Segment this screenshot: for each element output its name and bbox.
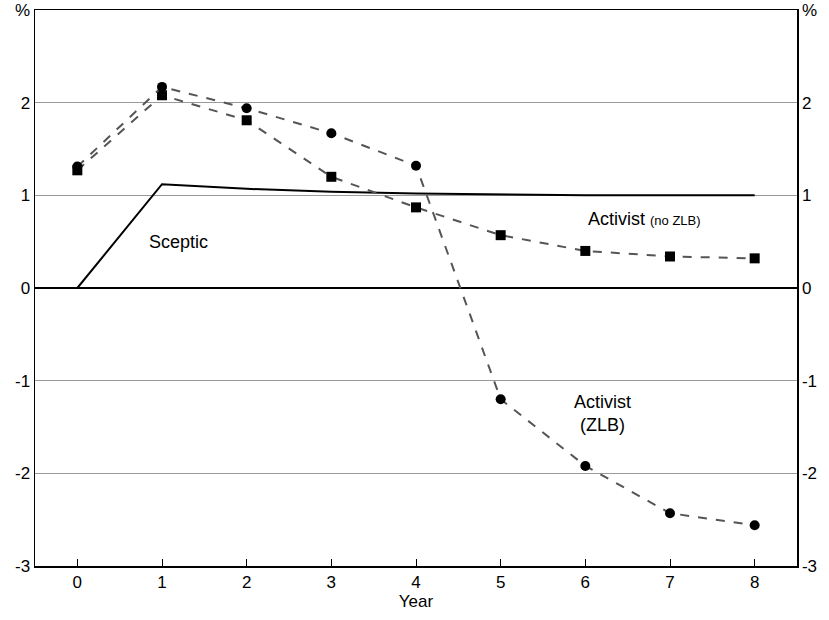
svg-text:%: % — [15, 1, 30, 20]
svg-text:-1: -1 — [15, 372, 30, 391]
svg-text:4: 4 — [411, 573, 420, 592]
svg-text:3: 3 — [327, 573, 336, 592]
svg-text:-3: -3 — [802, 557, 817, 576]
svg-text:0: 0 — [802, 279, 811, 298]
svg-text:8: 8 — [750, 573, 759, 592]
svg-text:Activist (no ZLB): Activist (no ZLB) — [588, 209, 701, 229]
svg-text:1: 1 — [802, 186, 811, 205]
svg-text:-1: -1 — [802, 372, 817, 391]
svg-text:%: % — [802, 1, 817, 20]
svg-text:0: 0 — [73, 573, 82, 592]
svg-text:2: 2 — [802, 94, 811, 113]
svg-text:Sceptic: Sceptic — [149, 232, 208, 252]
svg-text:1: 1 — [21, 186, 30, 205]
svg-text:6: 6 — [581, 573, 590, 592]
svg-text:-3: -3 — [15, 557, 30, 576]
svg-text:-2: -2 — [15, 464, 30, 483]
svg-text:2: 2 — [242, 573, 251, 592]
svg-text:7: 7 — [665, 573, 674, 592]
svg-text:5: 5 — [496, 573, 505, 592]
svg-text:1: 1 — [157, 573, 166, 592]
svg-text:0: 0 — [21, 279, 30, 298]
svg-text:Activist(ZLB): Activist(ZLB) — [574, 392, 631, 435]
svg-text:2: 2 — [21, 94, 30, 113]
svg-text:-2: -2 — [802, 464, 817, 483]
svg-text:Year: Year — [399, 592, 434, 611]
